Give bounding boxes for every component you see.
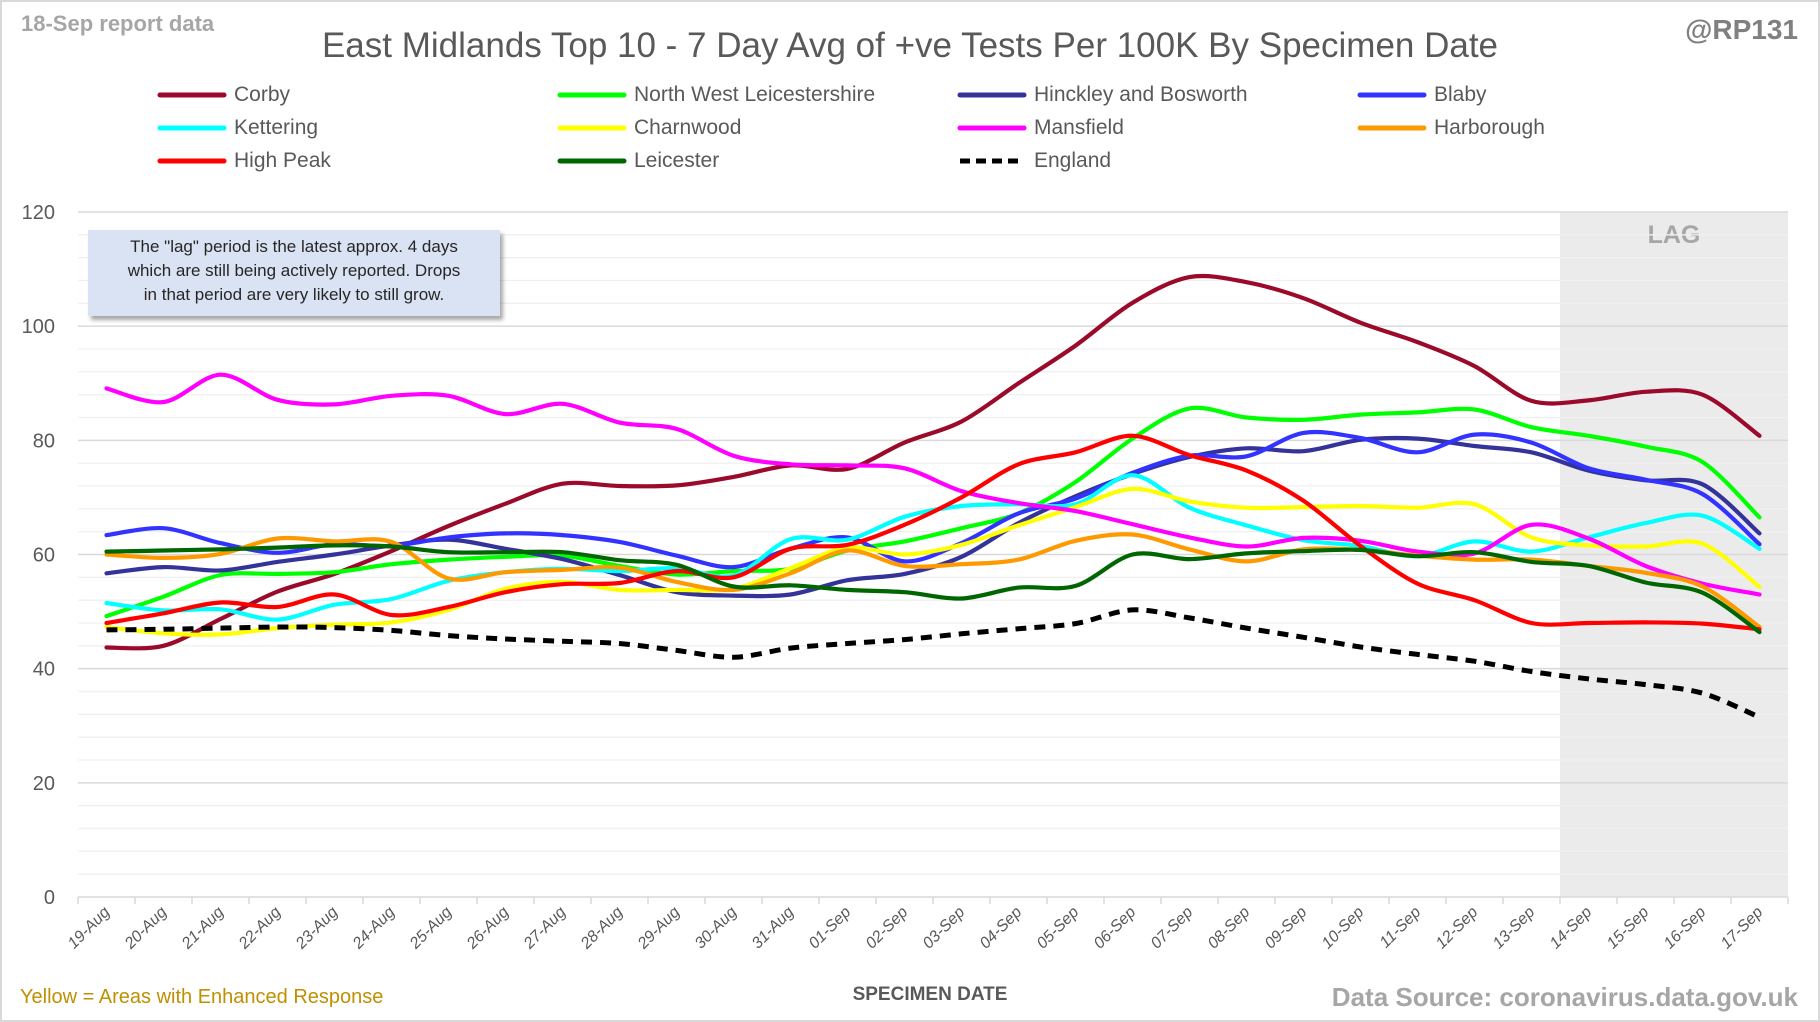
legend-swatch — [1357, 92, 1427, 98]
x-tick-label: 23-Aug — [292, 904, 341, 953]
legend-swatch — [960, 158, 1024, 164]
y-tick-label: 100 — [22, 316, 55, 338]
y-tick-label: 0 — [44, 887, 55, 909]
y-tick-label: 40 — [33, 659, 55, 681]
series-line-north-west-leicestershire — [104, 405, 1762, 619]
x-tick-label: 02-Sep — [863, 904, 912, 953]
legend-item-high-peak: High Peak — [156, 146, 331, 176]
x-tick-label: 29-Aug — [634, 904, 683, 953]
y-tick-label: 80 — [33, 430, 55, 452]
series-line-corby — [104, 273, 1762, 651]
lag-note-line: which are still being actively reported.… — [127, 261, 461, 280]
legend-swatch — [157, 158, 227, 164]
legend-swatch — [157, 125, 227, 131]
y-tick-label: 60 — [33, 545, 55, 567]
legend-swatch — [957, 125, 1027, 131]
x-tick-label: 04-Sep — [977, 904, 1026, 953]
x-tick-label: 11-Sep — [1377, 904, 1425, 952]
x-tick-label: 01-Sep — [806, 904, 855, 953]
lag-note-line: in that period are very likely to still … — [143, 285, 445, 304]
legend-item-harborough: Harborough — [1356, 113, 1545, 143]
legend-item-blaby: Blaby — [1356, 80, 1487, 110]
legend-label: Leicester — [634, 149, 720, 172]
legend-swatch — [557, 92, 627, 98]
legend-item-mansfield: Mansfield — [956, 113, 1124, 143]
series-line-mansfield — [104, 372, 1762, 597]
legend-label: Mansfield — [1034, 116, 1124, 139]
x-tick-label: 31-Aug — [749, 904, 798, 953]
data-source: Data Source: coronavirus.data.gov.uk — [1331, 982, 1798, 1012]
legend-label: North West Leicestershire — [634, 83, 876, 106]
legend-label: England — [1034, 149, 1112, 172]
legend-item-england: England — [956, 146, 1111, 176]
legend-label: High Peak — [234, 149, 331, 172]
x-tick-label: 10-Sep — [1319, 904, 1368, 953]
x-axis-title: SPECIMEN DATE — [852, 984, 1008, 1005]
legend-label: Corby — [234, 83, 291, 106]
x-tick-label: 15-Sep — [1604, 904, 1653, 953]
series-line-leicester — [104, 543, 1762, 635]
series-line-hinckley-and-bosworth — [104, 435, 1762, 599]
x-tick-label: 26-Aug — [463, 904, 512, 953]
legend-item-corby: Corby — [156, 80, 290, 110]
x-tick-label: 20-Aug — [121, 904, 170, 953]
x-tick-label: 14-Sep — [1547, 904, 1596, 953]
legend-item-charnwood: Charnwood — [556, 113, 741, 143]
x-tick-label: 09-Sep — [1262, 904, 1311, 953]
legend-swatch — [157, 92, 227, 98]
legend-label: Harborough — [1434, 116, 1545, 139]
x-tick-label: 27-Aug — [520, 904, 569, 953]
legend-label: Kettering — [234, 116, 319, 139]
y-tick-label: 120 — [22, 202, 55, 224]
x-tick-label: 05-Sep — [1034, 904, 1083, 953]
legend-swatch — [557, 125, 627, 131]
legend-item-north-west-leicestershire: North West Leicestershire — [556, 80, 875, 110]
legend-item-hinckley-and-bosworth: Hinckley and Bosworth — [956, 80, 1248, 110]
legend-item-leicester: Leicester — [556, 146, 719, 176]
x-tick-label: 19-Aug — [65, 904, 114, 953]
legend-swatch — [557, 158, 627, 164]
x-tick-label: 25-Aug — [406, 904, 455, 953]
x-tick-label: 13-Sep — [1490, 904, 1539, 953]
report-date-tag: 18-Sep report data — [21, 11, 215, 36]
x-tick-label: 17-Sep — [1718, 904, 1767, 953]
legend-label: Charnwood — [634, 116, 742, 139]
series-line-high-peak — [104, 433, 1762, 632]
author-handle: @RP131 — [1685, 14, 1798, 45]
legend-label: Blaby — [1434, 83, 1487, 106]
x-tick-label: 28-Aug — [577, 904, 626, 953]
x-tick-label: 07-Sep — [1148, 904, 1197, 953]
chart-title: East Midlands Top 10 - 7 Day Avg of +ve … — [321, 26, 1499, 65]
y-tick-label: 20 — [33, 773, 55, 795]
x-tick-label: 08-Sep — [1205, 904, 1254, 953]
x-tick-label: 06-Sep — [1091, 904, 1140, 953]
x-tick-label: 24-Aug — [349, 904, 398, 953]
legend-swatch — [1357, 125, 1427, 131]
lag-note-line: The "lag" period is the latest approx. 4… — [130, 237, 458, 256]
legend-swatch — [957, 92, 1027, 98]
legend-label: Hinckley and Bosworth — [1034, 83, 1248, 106]
x-tick-label: 12-Sep — [1433, 904, 1482, 953]
x-tick-label: 21-Aug — [178, 904, 227, 953]
series-line-charnwood — [104, 486, 1762, 637]
series-line-harborough — [104, 532, 1762, 630]
legend-item-kettering: Kettering — [156, 113, 318, 143]
series-line-england — [106, 607, 1761, 720]
enhanced-response-note: Yellow = Areas with Enhanced Response — [20, 986, 384, 1008]
x-tick-label: 03-Sep — [920, 904, 969, 953]
lag-note: The "lag" period is the latest approx. 4… — [88, 230, 500, 316]
x-tick-label: 30-Aug — [692, 904, 741, 953]
x-tick-label: 16-Sep — [1661, 904, 1710, 953]
x-tick-label: 22-Aug — [235, 904, 284, 953]
